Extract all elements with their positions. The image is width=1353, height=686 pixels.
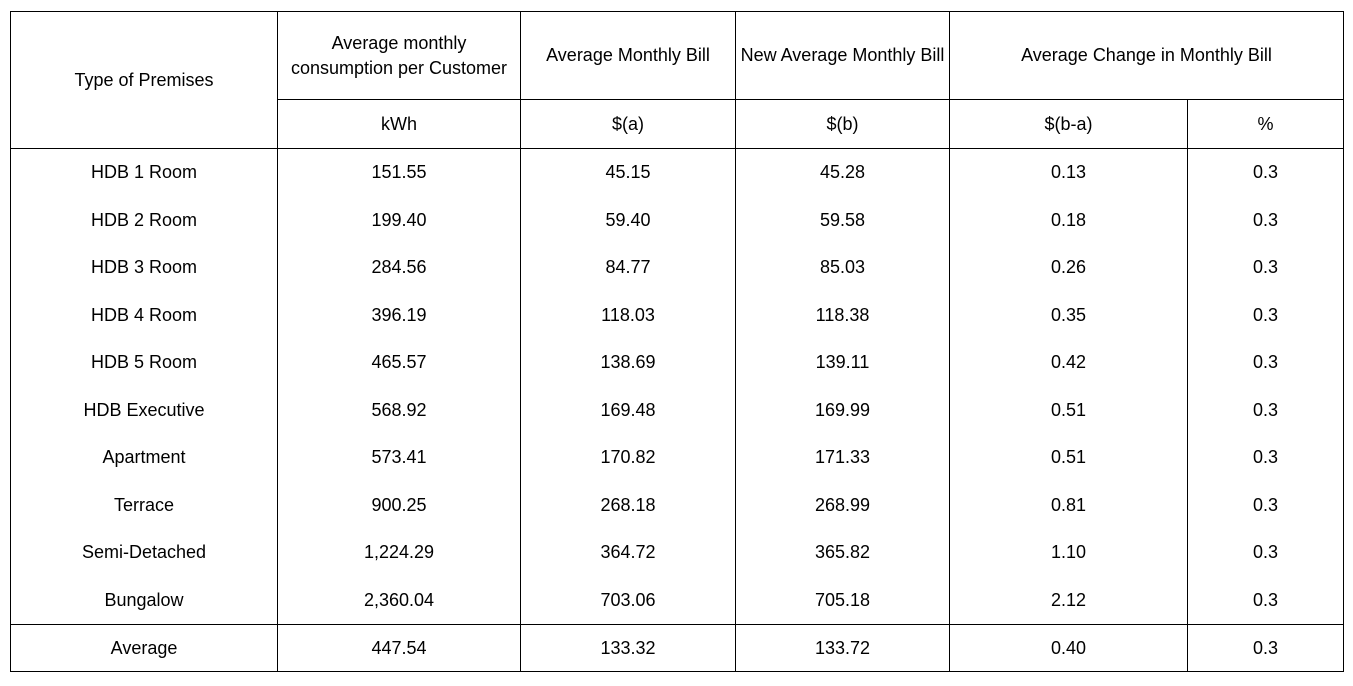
cell-change: 0.51 <box>949 434 1188 482</box>
cell-kwh: 573.41 <box>277 434 521 482</box>
table-row: HDB Executive 568.92 169.48 169.99 0.51 0.3 <box>10 386 1345 434</box>
cell-pct: 0.3 <box>1186 291 1345 339</box>
tariff-impact-table: Type of Premises Average monthly consump… <box>10 11 1345 672</box>
table-row: HDB 4 Room 396.19 118.03 118.38 0.35 0.3 <box>10 291 1345 339</box>
units-row: kWh $(a) $(b) $(b-a) % <box>11 99 1345 149</box>
cell-new-bill: 139.11 <box>735 339 950 387</box>
table-row: Semi-Detached 1,224.29 364.72 365.82 1.10 0.3 <box>10 529 1345 577</box>
cell-type: HDB Executive <box>10 386 278 434</box>
cell-type: Bungalow <box>10 576 278 625</box>
table-row: HDB 2 Room 199.40 59.40 59.58 0.18 0.3 <box>10 196 1345 244</box>
cell-new-bill: 85.03 <box>735 244 950 292</box>
cell-pct: 0.3 <box>1186 434 1345 482</box>
cell-change: 0.81 <box>949 481 1188 529</box>
cell-bill: 703.06 <box>520 576 736 625</box>
average-cell-bill: 133.32 <box>520 624 736 672</box>
cell-change: 0.51 <box>949 386 1188 434</box>
cell-bill: 118.03 <box>520 291 736 339</box>
average-cell-kwh: 447.54 <box>277 624 521 672</box>
cell-bill: 169.48 <box>520 386 736 434</box>
cell-change: 2.12 <box>949 576 1188 625</box>
cell-kwh: 1,224.29 <box>277 529 521 577</box>
cell-pct: 0.3 <box>1186 339 1345 387</box>
header-type-of-premises: Type of Premises <box>10 11 278 149</box>
cell-type: Terrace <box>10 481 278 529</box>
cell-kwh: 465.57 <box>277 339 521 387</box>
header-consumption: Average monthly consumption per Customer <box>277 11 521 100</box>
table-row: Terrace 900.25 268.18 268.99 0.81 0.3 <box>10 481 1345 529</box>
cell-type: HDB 1 Room <box>10 148 278 197</box>
cell-new-bill: 59.58 <box>735 196 950 244</box>
cell-new-bill: 118.38 <box>735 291 950 339</box>
cell-type: HDB 2 Room <box>10 196 278 244</box>
header-avg-change: Average Change in Monthly Bill <box>948 11 1345 100</box>
cell-bill: 268.18 <box>520 481 736 529</box>
cell-pct: 0.3 <box>1186 529 1345 577</box>
cell-pct: 0.3 <box>1186 386 1345 434</box>
table-row: HDB 3 Room 284.56 84.77 85.03 0.26 0.3 <box>10 244 1345 292</box>
cell-new-bill: 705.18 <box>735 576 950 625</box>
cell-new-bill: 45.28 <box>735 148 950 197</box>
cell-new-bill: 171.33 <box>735 434 950 482</box>
cell-pct: 0.3 <box>1186 244 1345 292</box>
cell-kwh: 396.19 <box>277 291 521 339</box>
cell-change: 0.13 <box>949 148 1188 197</box>
cell-bill: 138.69 <box>520 339 736 387</box>
cell-pct: 0.3 <box>1186 481 1345 529</box>
header-row: Type of Premises Average monthly consump… <box>10 11 1345 149</box>
cell-change: 0.42 <box>949 339 1188 387</box>
average-cell-new-bill: 133.72 <box>735 624 950 672</box>
cell-type: HDB 3 Room <box>10 244 278 292</box>
table-row: HDB 5 Room 465.57 138.69 139.11 0.42 0.3 <box>10 339 1345 387</box>
cell-type: Semi-Detached <box>10 529 278 577</box>
cell-kwh: 900.25 <box>277 481 521 529</box>
table-row: Bungalow 2,360.04 703.06 705.18 2.12 0.3 <box>10 576 1345 625</box>
header-new-avg-bill: New Average Monthly Bill <box>735 11 950 100</box>
cell-bill: 59.40 <box>520 196 736 244</box>
cell-new-bill: 169.99 <box>735 386 950 434</box>
cell-kwh: 284.56 <box>277 244 521 292</box>
header-avg-bill: Average Monthly Bill <box>520 11 736 100</box>
cell-change: 0.35 <box>949 291 1188 339</box>
cell-new-bill: 268.99 <box>735 481 950 529</box>
cell-kwh: 151.55 <box>277 148 521 197</box>
cell-bill: 45.15 <box>520 148 736 197</box>
cell-kwh: 199.40 <box>277 196 521 244</box>
cell-bill: 364.72 <box>520 529 736 577</box>
cell-type: HDB 4 Room <box>10 291 278 339</box>
cell-bill: 170.82 <box>520 434 736 482</box>
table-row: Apartment 573.41 170.82 171.33 0.51 0.3 <box>10 434 1345 482</box>
table-row: HDB 1 Room 151.55 45.15 45.28 0.13 0.3 <box>10 148 1345 197</box>
average-cell-change: 0.40 <box>949 624 1188 672</box>
cell-pct: 0.3 <box>1186 196 1345 244</box>
cell-change: 1.10 <box>949 529 1188 577</box>
cell-pct: 0.3 <box>1186 576 1345 625</box>
unit-avg-bill: $(a) <box>520 99 736 149</box>
unit-new-avg-bill: $(b) <box>735 99 950 149</box>
unit-change-pct: % <box>1186 99 1345 149</box>
unit-consumption: kWh <box>277 99 521 149</box>
average-cell-pct: 0.3 <box>1186 624 1345 672</box>
cell-kwh: 568.92 <box>277 386 521 434</box>
cell-kwh: 2,360.04 <box>277 576 521 625</box>
cell-change: 0.26 <box>949 244 1188 292</box>
cell-pct: 0.3 <box>1186 148 1345 197</box>
cell-type: Apartment <box>10 434 278 482</box>
cell-new-bill: 365.82 <box>735 529 950 577</box>
average-row: Average 447.54 133.32 133.72 0.40 0.3 <box>10 624 1345 672</box>
cell-change: 0.18 <box>949 196 1188 244</box>
average-cell-type: Average <box>10 624 278 672</box>
unit-change-abs: $(b-a) <box>949 99 1188 149</box>
cell-bill: 84.77 <box>520 244 736 292</box>
cell-type: HDB 5 Room <box>10 339 278 387</box>
